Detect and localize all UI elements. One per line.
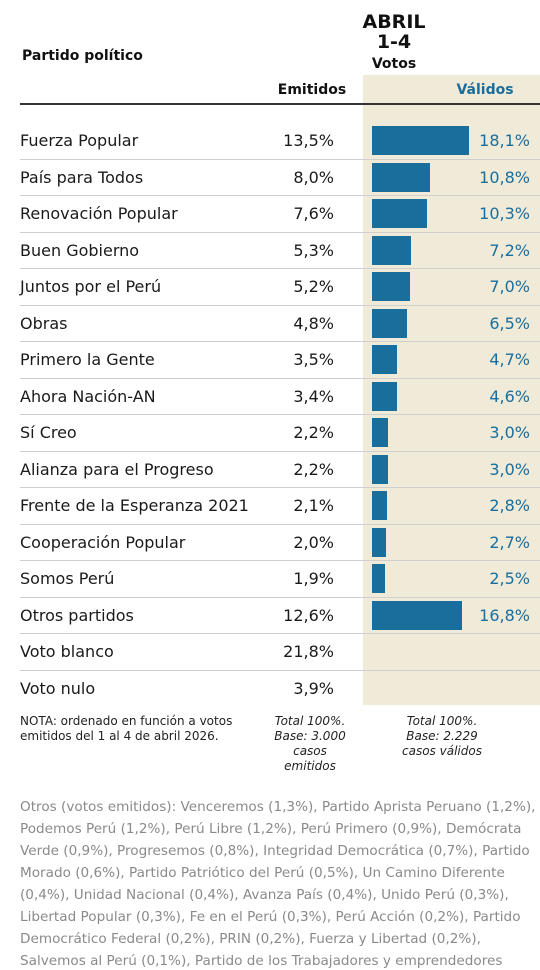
emitted: 7,6% <box>293 204 334 223</box>
party: País para Todos <box>20 167 144 187</box>
emitted: 3,4% <box>293 386 334 406</box>
party: Ahora Nación-AN <box>20 386 156 406</box>
bar <box>372 162 430 192</box>
emitted-base: Total 100%. Base: 3.000 casos emitidos <box>274 714 346 773</box>
row-rule <box>20 268 540 269</box>
header-rule <box>20 103 540 105</box>
valid: 2,5% <box>489 569 530 588</box>
party: Alianza para el Progreso <box>20 459 214 479</box>
valid-base: Total 100%. Base: 2.229 casos válidos <box>402 714 482 758</box>
bar <box>372 454 389 484</box>
emitted: 3,5% <box>293 350 334 369</box>
row-rule <box>20 560 540 561</box>
emitted: 2,0% <box>293 532 334 552</box>
emitted: 1,9% <box>293 569 334 588</box>
valid: 4,7% <box>489 350 530 369</box>
party: Frente de la Esperanza 2021 <box>20 496 249 515</box>
days: 1-4 <box>376 31 412 53</box>
emitted: 3,9% <box>293 678 334 698</box>
row-rule <box>20 450 540 452</box>
nota: NOTA: ordenado en función a votos emitid… <box>20 714 233 743</box>
valid: 10,8% <box>479 167 530 187</box>
bar <box>372 308 407 338</box>
party: Voto blanco <box>20 642 114 661</box>
emitted: 2,1% <box>293 496 334 515</box>
bar <box>372 527 387 557</box>
party: Obras <box>20 313 68 333</box>
valid: 4,6% <box>489 386 530 406</box>
valid: 16,8% <box>479 605 530 625</box>
party: Otros partidos <box>20 605 134 625</box>
valid: 6,5% <box>489 313 530 333</box>
party: Juntos por el Perú <box>20 277 162 296</box>
valid-header: Válidos <box>456 82 514 98</box>
emitted-header: Emitidos <box>277 82 347 98</box>
emitted: 21,8% <box>283 642 334 661</box>
row-rule <box>20 304 540 306</box>
valid: 3,0% <box>489 423 530 442</box>
emitted: 13,5% <box>283 131 334 150</box>
bar <box>372 491 387 520</box>
votes-header: Votos <box>371 56 417 72</box>
emitted: 12,6% <box>283 605 334 625</box>
bar <box>372 600 463 630</box>
bar <box>372 235 411 265</box>
bar <box>372 272 410 301</box>
row-rule <box>20 377 540 379</box>
party: Somos Perú <box>20 569 115 588</box>
period: ABRIL <box>362 11 426 33</box>
emitted: 8,0% <box>293 167 334 187</box>
party: Sí Creo <box>20 423 77 442</box>
emitted: 5,2% <box>293 277 334 296</box>
valid: 2,7% <box>489 532 530 552</box>
bar <box>372 126 470 155</box>
row-rule <box>20 523 540 525</box>
party: Voto nulo <box>20 678 96 698</box>
row-rule <box>20 195 540 196</box>
row-rule <box>20 341 540 342</box>
valid: 10,3% <box>479 204 530 223</box>
valid: 2,8% <box>489 496 530 515</box>
party-header: Partido político <box>22 48 143 64</box>
party: Renovación Popular <box>20 204 178 223</box>
valid: 18,1% <box>479 131 530 150</box>
valid: 7,2% <box>489 240 530 260</box>
bar <box>372 564 386 593</box>
bar <box>372 418 389 447</box>
emitted: 2,2% <box>293 459 334 479</box>
row-rule <box>20 633 540 634</box>
party: Buen Gobierno <box>20 240 140 260</box>
bar <box>372 345 398 374</box>
valid: 3,0% <box>489 459 530 479</box>
valid: 7,0% <box>489 277 530 296</box>
row-rule <box>20 596 540 598</box>
emitted: 4,8% <box>293 313 334 333</box>
row-rule <box>20 487 540 488</box>
bar <box>372 199 428 228</box>
row-rule <box>20 414 540 415</box>
emitted: 5,3% <box>293 240 334 260</box>
party: Fuerza Popular <box>20 131 139 150</box>
party: Primero la Gente <box>20 350 155 369</box>
row-rule <box>20 231 540 233</box>
row-rule <box>20 158 540 160</box>
emitted: 2,2% <box>293 423 334 442</box>
row-rule <box>20 669 540 671</box>
party: Cooperación Popular <box>20 532 186 552</box>
bar <box>372 381 397 411</box>
footnote: Otros (votos emitidos): Venceremos (1,3%… <box>20 799 536 969</box>
